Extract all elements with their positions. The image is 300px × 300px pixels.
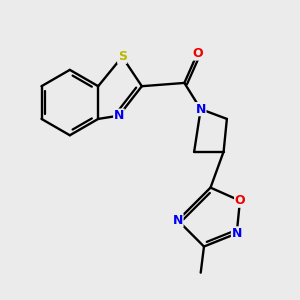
Text: O: O: [192, 47, 203, 60]
Text: N: N: [196, 103, 206, 116]
Text: N: N: [232, 227, 242, 240]
Text: N: N: [114, 109, 124, 122]
Text: O: O: [235, 194, 245, 207]
Text: N: N: [172, 214, 183, 227]
Text: S: S: [118, 50, 127, 63]
